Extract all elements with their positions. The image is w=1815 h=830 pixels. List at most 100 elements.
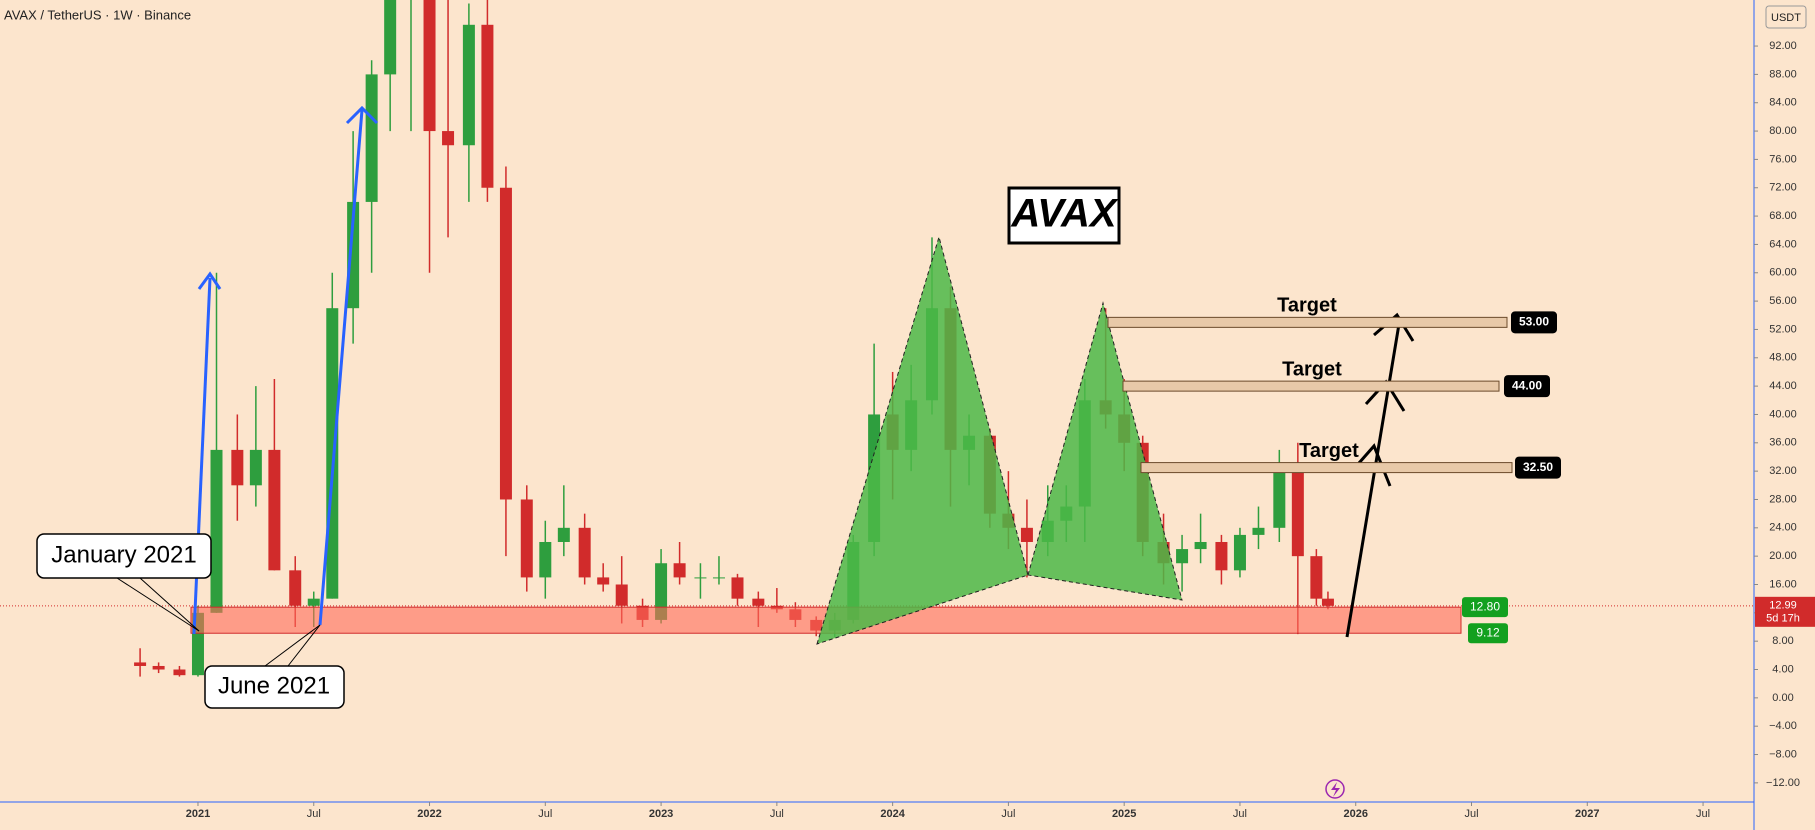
x-tick-label: Jul [1001,808,1015,820]
callout-pointer [287,624,321,667]
x-tick-label: Jul [770,808,784,820]
candle-body [1176,549,1189,564]
target-zone [1140,462,1513,474]
candle-body [1215,541,1228,571]
x-tick-label: 2021 [186,808,210,820]
candle-body [268,449,281,571]
x-tick-label: Jul [1464,808,1478,820]
candle-body [578,527,591,578]
candle-body [210,449,223,613]
y-tick-label: 88.00 [1769,68,1797,80]
candle-body [307,598,320,606]
target-text: Target [1277,295,1337,317]
candle-body [655,563,668,620]
y-tick-label: −4.00 [1769,720,1797,732]
icon [1325,779,1345,799]
x-tick-label: 2023 [649,808,673,820]
overlays: January 2021 June 2021 AVAX 12.80 9.12 Tar… [36,105,1561,799]
candle-body [249,449,262,486]
callout-pointer [116,577,200,632]
level-label: 9.12 [1476,625,1500,639]
candle-body [173,669,186,676]
axes: −12.00−8.00−4.000.004.008.0012.0016.0020… [186,40,1815,820]
candle-body [442,131,455,146]
target-zone [1122,380,1500,392]
arrow-head [345,105,379,125]
icon [1331,782,1340,797]
candle-body [347,201,360,309]
candle-body [365,74,378,202]
arrow-head [1373,312,1415,342]
x-tick-label: Jul [1696,808,1710,820]
x-tick-label: 2026 [1343,808,1367,820]
candle-body [1194,541,1207,550]
level-tag [1462,597,1508,618]
y-tick-label: 56.00 [1769,295,1797,307]
x-tick-label: Jul [1233,808,1247,820]
arrow [1345,317,1402,638]
candle-body [731,577,744,599]
y-tick-label: 24.00 [1769,522,1797,534]
y-tick-label: 92.00 [1769,40,1797,52]
y-tick-label: 44.00 [1769,380,1797,392]
x-tick-label: Jul [538,808,552,820]
candle-body [231,449,244,486]
x-tick-label: 2024 [880,808,905,820]
callout-pointer [264,624,321,667]
callout-box [204,665,345,709]
candle-body [134,662,147,666]
arrow [318,109,364,626]
y-tick-label: 76.00 [1769,153,1797,165]
currency: USDT [1771,12,1801,24]
candle-body [1291,464,1304,557]
arrow-head [197,271,222,290]
y-tick-label: 16.00 [1769,578,1797,590]
y-tick-label: 28.00 [1769,493,1797,505]
arrow [192,277,212,635]
pattern-shape [1027,301,1183,601]
candle-body [1233,534,1246,571]
candle-body [694,577,707,579]
candle-body [1310,556,1323,599]
candle-body [384,0,397,75]
candle-body [1020,527,1033,542]
chart-title: AVAX [1010,192,1119,236]
target-text: Target [1299,440,1359,462]
callout-pointer [139,577,200,632]
price-tag [1755,596,1815,627]
target-label: 44.00 [1512,378,1542,392]
candle-body [615,584,628,606]
candle-body [462,24,475,146]
target-label: 32.50 [1523,460,1553,474]
candle-body [752,598,765,606]
candle-body [597,577,610,585]
y-tick-label: 32.00 [1769,465,1797,477]
candle-body [712,577,725,579]
pattern-shape [816,235,1029,645]
x-tick-label: 2022 [417,808,441,820]
y-tick-label: −12.00 [1766,777,1800,789]
target-label: 53.00 [1519,315,1549,329]
y-tick-label: 52.00 [1769,323,1797,335]
candle-body [539,541,552,578]
candle-body [1273,464,1286,528]
y-tick-label: 60.00 [1769,267,1797,279]
y-tick-label: 48.00 [1769,352,1797,364]
y-tick-label: 68.00 [1769,210,1797,222]
target-tag [1515,456,1561,479]
target-zone [1107,316,1508,328]
x-tick-label: 2027 [1575,808,1599,820]
candle-body [326,308,339,599]
candle-body [423,0,436,132]
candle-body [152,665,165,670]
target-text: Target [1282,358,1342,380]
currency-box [1765,5,1807,29]
y-tick-label: 0.00 [1772,692,1793,704]
candle-body [520,499,533,578]
y-tick-label: 8.00 [1772,635,1793,647]
candle-body [673,563,686,578]
callout-box [36,533,212,579]
target-tag [1511,311,1557,334]
